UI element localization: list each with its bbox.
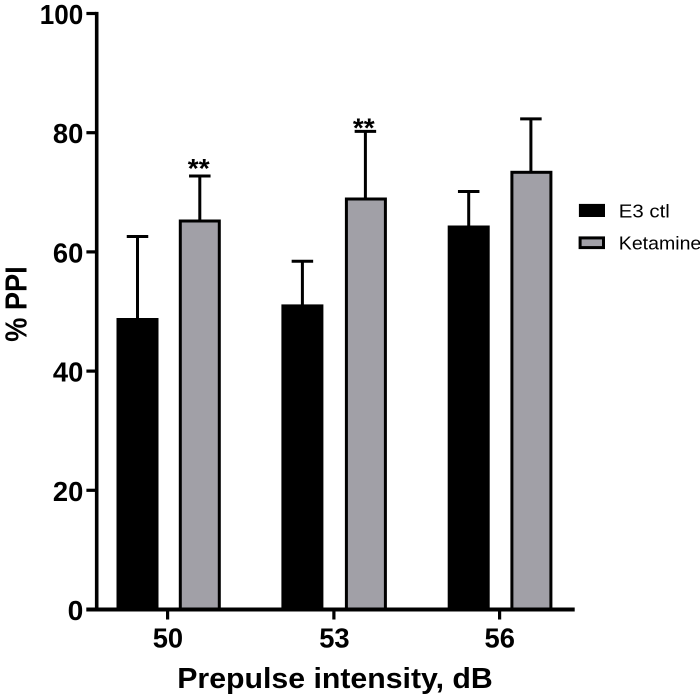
- svg-text:% PPI: % PPI: [0, 266, 34, 342]
- svg-text:20: 20: [53, 476, 83, 507]
- svg-text:Ketamine: Ketamine: [619, 233, 700, 254]
- svg-text:60: 60: [53, 237, 83, 268]
- svg-text:53: 53: [319, 622, 349, 653]
- svg-text:40: 40: [53, 357, 83, 388]
- svg-text:Prepulse intensity, dB: Prepulse intensity, dB: [177, 663, 493, 695]
- svg-text:50: 50: [153, 622, 183, 653]
- svg-text:80: 80: [53, 118, 83, 149]
- svg-text:100: 100: [40, 0, 84, 30]
- svg-text:**: **: [188, 153, 211, 183]
- svg-text:E3 ctl: E3 ctl: [619, 200, 670, 221]
- svg-text:56: 56: [485, 622, 515, 653]
- svg-text:**: **: [353, 113, 376, 143]
- svg-text:0: 0: [68, 595, 84, 626]
